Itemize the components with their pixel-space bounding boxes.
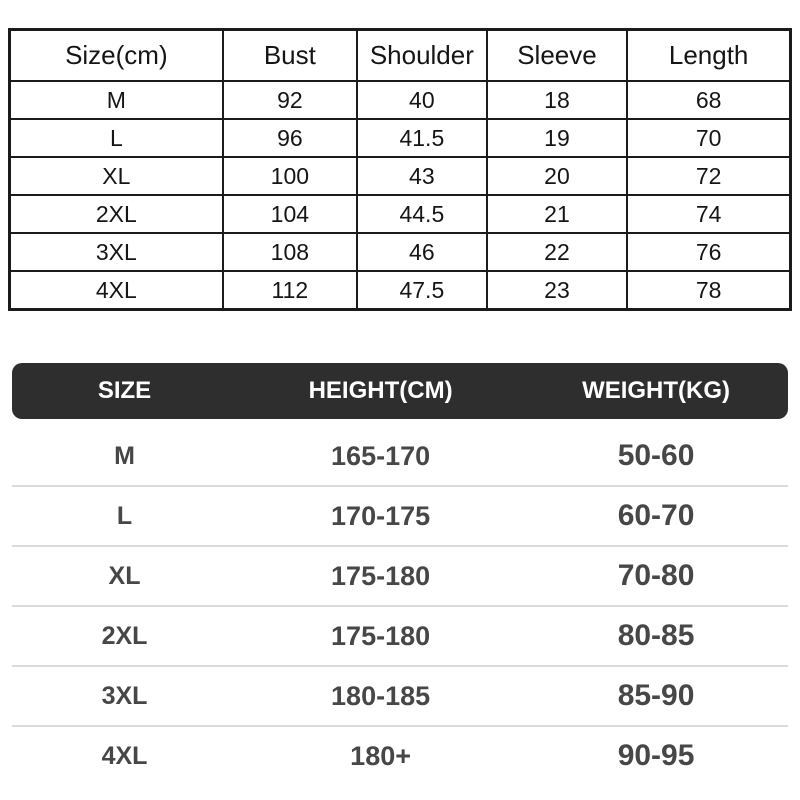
- header-sleeve: Sleeve: [485, 28, 629, 82]
- bust-cell: 92: [221, 80, 359, 120]
- sleeve-cell: 22: [485, 232, 629, 272]
- fit-rows: M 165-170 50-60 L 170-175 60-70 XL 175-1…: [12, 419, 788, 785]
- fit-recommendation-table: SIZE HEIGHT(CM) WEIGHT(KG) M 165-170 50-…: [12, 363, 788, 785]
- length-cell: 72: [626, 156, 792, 196]
- header-bust: Bust: [221, 28, 359, 82]
- fit-header-size: SIZE: [97, 377, 152, 404]
- fit-row: L 170-175 60-70: [12, 487, 788, 547]
- size-cell: L: [8, 118, 224, 158]
- length-cell: 70: [626, 118, 792, 158]
- sleeve-cell: 23: [485, 270, 629, 311]
- fit-header-bar: SIZE HEIGHT(CM) WEIGHT(KG): [12, 363, 788, 419]
- shoulder-cell: 40: [356, 80, 488, 120]
- header-size: Size(cm): [8, 28, 224, 82]
- fit-height-cell: 170-175: [331, 500, 431, 531]
- fit-row: 4XL 180+ 90-95: [12, 727, 788, 785]
- length-cell: 74: [626, 194, 792, 234]
- fit-weight-cell: 90-95: [617, 739, 695, 772]
- measurement-header-row: Size(cm) Bust Shoulder Sleeve Length: [8, 28, 792, 82]
- shoulder-cell: 43: [356, 156, 488, 196]
- fit-row: XL 175-180 70-80: [12, 547, 788, 607]
- fit-height-cell: 175-180: [331, 560, 431, 591]
- fit-height-cell: 180-185: [331, 680, 431, 711]
- fit-weight-cell: 70-80: [617, 559, 695, 592]
- size-cell: 3XL: [8, 232, 224, 272]
- header-shoulder: Shoulder: [356, 28, 488, 82]
- size-cell: 2XL: [8, 194, 224, 234]
- table-row: XL 100 43 20 72: [8, 156, 792, 196]
- bust-cell: 108: [221, 232, 359, 272]
- sleeve-cell: 21: [485, 194, 629, 234]
- length-cell: 76: [626, 232, 792, 272]
- garment-measurement-table: Size(cm) Bust Shoulder Sleeve Length M 9…: [8, 28, 792, 311]
- length-cell: 68: [626, 80, 792, 120]
- table-row: M 92 40 18 68: [8, 80, 792, 120]
- header-length: Length: [626, 28, 792, 82]
- bust-cell: 100: [221, 156, 359, 196]
- fit-header-height: HEIGHT(CM): [308, 377, 453, 404]
- table-row: L 96 41.5 19 70: [8, 118, 792, 158]
- bust-cell: 112: [221, 270, 359, 311]
- table-row: 3XL 108 46 22 76: [8, 232, 792, 272]
- table-row: 4XL 112 47.5 23 78: [8, 270, 792, 311]
- table-row: 2XL 104 44.5 21 74: [8, 194, 792, 234]
- bust-cell: 104: [221, 194, 359, 234]
- fit-height-cell: 165-170: [331, 440, 431, 471]
- fit-size-cell: 3XL: [101, 681, 148, 710]
- sleeve-cell: 18: [485, 80, 629, 120]
- length-cell: 78: [626, 270, 792, 311]
- fit-row: M 165-170 50-60: [12, 427, 788, 487]
- fit-weight-cell: 60-70: [617, 499, 695, 532]
- size-cell: XL: [8, 156, 224, 196]
- fit-header-weight: WEIGHT(KG): [582, 377, 731, 404]
- fit-size-cell: XL: [108, 561, 141, 590]
- bust-cell: 96: [221, 118, 359, 158]
- size-cell: 4XL: [8, 270, 224, 311]
- fit-height-cell: 175-180: [331, 620, 431, 651]
- fit-size-cell: 4XL: [101, 741, 148, 770]
- fit-size-cell: L: [116, 501, 133, 530]
- fit-weight-cell: 50-60: [617, 439, 695, 472]
- fit-size-cell: M: [114, 441, 135, 470]
- fit-weight-cell: 85-90: [617, 679, 695, 712]
- fit-height-cell: 180+: [350, 740, 411, 771]
- shoulder-cell: 47.5: [356, 270, 488, 311]
- fit-row: 2XL 175-180 80-85: [12, 607, 788, 667]
- size-cell: M: [8, 80, 224, 120]
- fit-row: 3XL 180-185 85-90: [12, 667, 788, 727]
- fit-weight-cell: 80-85: [617, 619, 695, 652]
- shoulder-cell: 44.5: [356, 194, 488, 234]
- sleeve-cell: 19: [485, 118, 629, 158]
- sleeve-cell: 20: [485, 156, 629, 196]
- shoulder-cell: 41.5: [356, 118, 488, 158]
- fit-size-cell: 2XL: [101, 621, 148, 650]
- shoulder-cell: 46: [356, 232, 488, 272]
